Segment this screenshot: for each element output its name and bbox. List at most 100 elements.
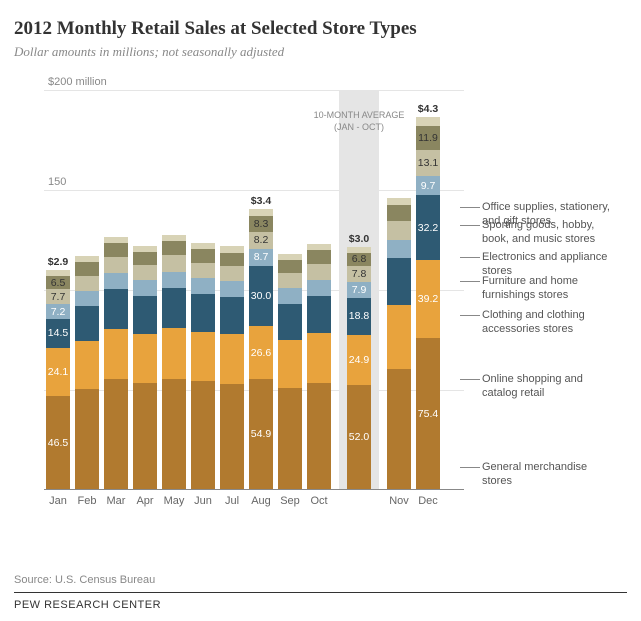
bar-segment-sporting — [75, 262, 99, 275]
x-axis-label: Apr — [136, 495, 153, 507]
data-label: 6.8 — [352, 253, 367, 265]
legend-connector — [460, 379, 480, 380]
bar-column: Oct — [307, 244, 331, 489]
plot: 50100150$200 million10-MONTH AVERAGE(JAN… — [44, 90, 464, 490]
bar-column: Feb — [75, 256, 99, 489]
bar-segment-office — [387, 198, 411, 205]
bar-segment-electronics: 8.2 — [249, 232, 273, 248]
data-label: 14.5 — [48, 327, 68, 339]
data-label: 11.9 — [418, 132, 438, 144]
bar-segment-sporting — [162, 241, 186, 255]
bar-segment-furniture — [133, 280, 157, 296]
legend-item: Clothing and clothing accessories stores — [460, 308, 615, 337]
gridline — [44, 190, 464, 191]
bar-column: Jul — [220, 246, 244, 489]
x-axis-label: May — [164, 495, 185, 507]
bar-segment-sporting — [191, 249, 215, 263]
y-axis-label: 150 — [48, 176, 66, 188]
bar-segment-office — [133, 246, 157, 252]
bar-column: 75.439.232.29.713.111.9$4.3Dec — [416, 117, 440, 489]
bar-segment-office: $3.4 — [249, 209, 273, 216]
bar-segment-online — [220, 334, 244, 384]
legend-label: General merchandise stores — [482, 460, 615, 489]
bar-segment-sporting — [278, 260, 302, 273]
x-axis-line — [44, 489, 464, 490]
bar-column: Jun — [191, 243, 215, 489]
legend-connector — [460, 225, 480, 226]
x-axis-label: Oct — [310, 495, 327, 507]
bar-segment-general — [278, 388, 302, 489]
bar-segment-clothing — [307, 296, 331, 333]
x-axis-label: Aug — [251, 495, 271, 507]
bar-segment-electronics — [133, 265, 157, 280]
data-label: 7.7 — [51, 291, 66, 303]
bar-segment-furniture — [75, 291, 99, 306]
data-label: 7.2 — [51, 306, 66, 318]
bar-segment-clothing: 18.8 — [347, 298, 371, 336]
bar-segment-clothing — [220, 297, 244, 334]
bar-segment-sporting: 6.8 — [347, 253, 371, 267]
bar-segment-online — [75, 341, 99, 389]
bar-segment-furniture: 7.2 — [46, 304, 70, 318]
bar-segment-electronics: 13.1 — [416, 150, 440, 176]
data-label: 39.2 — [418, 293, 438, 305]
legend-label: Online shopping and catalog retail — [482, 372, 615, 401]
bar-segment-general — [75, 389, 99, 489]
bar-segment-electronics — [75, 276, 99, 292]
bar-segment-general: 52.0 — [347, 385, 371, 489]
gridline — [44, 90, 464, 91]
bar-segment-furniture: 7.9 — [347, 282, 371, 298]
bar-segment-clothing — [191, 294, 215, 332]
bar-segment-electronics — [104, 257, 128, 273]
x-axis-label: Mar — [107, 495, 126, 507]
bar-column: 54.926.630.08.78.28.3$3.4Aug — [249, 209, 273, 489]
x-axis-label: Jul — [225, 495, 239, 507]
bar-segment-office — [75, 256, 99, 262]
bar-segment-online: 24.1 — [46, 348, 70, 396]
bar-segment-clothing: 30.0 — [249, 266, 273, 326]
bar-segment-general: 54.9 — [249, 379, 273, 489]
legend-connector — [460, 281, 480, 282]
bar-segment-sporting — [307, 250, 331, 264]
bar-segment-online — [278, 340, 302, 388]
bar-segment-sporting — [387, 205, 411, 221]
bar-segment-electronics — [220, 266, 244, 281]
bar-column: May — [162, 235, 186, 489]
data-label: 52.0 — [349, 431, 369, 443]
legend-label: Furniture and home furnishings stores — [482, 274, 615, 303]
average-column: 52.024.918.87.97.86.8$3.0 — [347, 247, 371, 489]
data-label: 46.5 — [48, 437, 68, 449]
data-label: $4.3 — [418, 103, 438, 115]
bar-column: Sep — [278, 254, 302, 489]
data-label: 32.2 — [418, 222, 438, 234]
data-label: 54.9 — [251, 428, 271, 440]
data-label: 24.1 — [48, 366, 68, 378]
bar-segment-electronics: 7.8 — [347, 266, 371, 282]
bar-column: Nov — [387, 198, 411, 489]
data-label: 7.8 — [352, 268, 367, 280]
footer-divider — [14, 592, 627, 593]
legend-connector — [460, 257, 480, 258]
bar-segment-office — [278, 254, 302, 260]
bar-segment-furniture — [162, 272, 186, 288]
bar-segment-online: 39.2 — [416, 260, 440, 338]
bar-segment-clothing — [75, 306, 99, 341]
data-label: 6.5 — [51, 277, 66, 289]
bar-segment-sporting: 11.9 — [416, 126, 440, 150]
bar-segment-general — [387, 369, 411, 489]
data-label: 24.9 — [349, 354, 369, 366]
brand-text: PEW RESEARCH CENTER — [14, 599, 627, 611]
bar-segment-clothing: 32.2 — [416, 195, 440, 259]
bar-segment-general — [133, 383, 157, 489]
data-label: 18.8 — [349, 310, 369, 322]
bar-segment-clothing — [162, 288, 186, 328]
bar-segment-electronics — [191, 263, 215, 279]
legend-connector — [460, 207, 480, 208]
legend-connector — [460, 315, 480, 316]
legend-item: Online shopping and catalog retail — [460, 372, 615, 401]
x-axis-label: Jun — [194, 495, 212, 507]
chart-title: 2012 Monthly Retail Sales at Selected St… — [14, 18, 627, 40]
x-axis-label: Jan — [49, 495, 67, 507]
bar-segment-sporting — [104, 243, 128, 257]
chart-area: 50100150$200 million10-MONTH AVERAGE(JAN… — [34, 90, 627, 510]
